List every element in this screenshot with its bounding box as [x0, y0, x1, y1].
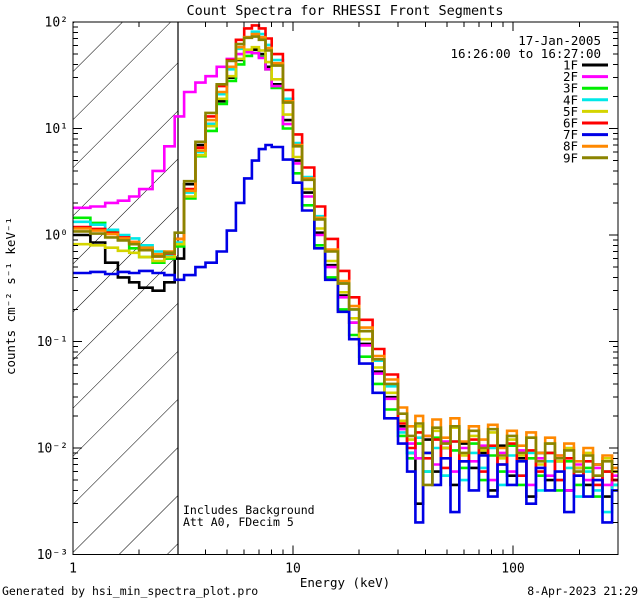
- chart-title: Count Spectra for RHESSI Front Segments: [187, 3, 504, 19]
- spectra-series-group: [73, 24, 618, 524]
- legend-item-7F: 7F: [563, 127, 608, 142]
- legend-label: 3F: [563, 81, 578, 96]
- legend-label: 6F: [563, 116, 578, 131]
- legend-label: 8F: [563, 139, 578, 154]
- y-tick-label: 10¹: [45, 122, 68, 137]
- plot-frame: [72, 21, 619, 556]
- legend-label: 7F: [563, 127, 578, 142]
- legend-label: 4F: [563, 92, 578, 107]
- y-tick-label: 10⁰: [45, 229, 68, 244]
- legend-label: 1F: [563, 58, 578, 73]
- legend-item-9F: 9F: [563, 150, 608, 165]
- x-tick-labels: 1 10 100: [69, 562, 525, 577]
- legend-item-2F: 2F: [563, 69, 608, 84]
- y-axis-title: counts cm⁻² s⁻¹ keV⁻¹: [3, 217, 18, 375]
- x-tick-label: 100: [501, 562, 524, 577]
- y-tick-label: 10⁻¹: [37, 335, 68, 350]
- time-range-label: 16:26:00 to 16:27:00: [450, 46, 601, 61]
- legend-label: 2F: [563, 69, 578, 84]
- legend-label: 5F: [563, 104, 578, 119]
- annotation-attenuator-state: Att A0, FDecim 5: [183, 515, 294, 529]
- legend-item-3F: 3F: [563, 81, 608, 96]
- axes-and-ticks: [72, 21, 619, 556]
- date-label: 17-Jan-2005: [518, 33, 601, 48]
- legend-item-1F: 1F: [563, 58, 608, 73]
- legend-label: 9F: [563, 150, 578, 165]
- y-tick-label: 10⁻²: [37, 442, 68, 457]
- x-tick-label: 10: [285, 562, 301, 577]
- y-tick-labels: 10² 10¹ 10⁰ 10⁻¹ 10⁻² 10⁻³: [37, 16, 68, 564]
- y-tick-label: 10⁻³: [37, 548, 68, 563]
- series-curve-9F: [73, 35, 618, 487]
- series-curve-7F: [73, 143, 618, 524]
- x-tick-label: 1: [69, 562, 77, 577]
- footer-datetime-label: 8-Apr-2023 21:29: [527, 584, 638, 598]
- footer-generator-label: Generated by hsi_min_spectra_plot.pro: [2, 584, 258, 598]
- legend-item-6F: 6F: [563, 116, 608, 131]
- legend-item-5F: 5F: [563, 104, 608, 119]
- legend-item-8F: 8F: [563, 139, 608, 154]
- annotation-includes-background: Includes Background: [183, 503, 315, 517]
- y-tick-label: 10²: [45, 16, 68, 31]
- x-axis-title: Energy (keV): [300, 575, 390, 590]
- legend-item-4F: 4F: [563, 92, 608, 107]
- hatched-low-energy-region: [73, 22, 178, 555]
